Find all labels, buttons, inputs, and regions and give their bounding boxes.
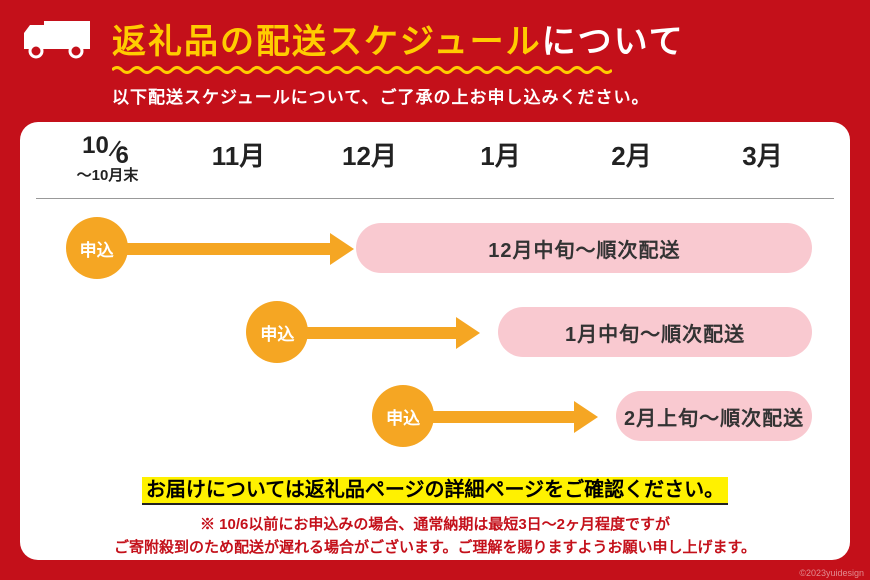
header: 返礼品の配送スケジュールについて (20, 14, 850, 63)
wavy-underline (112, 65, 850, 75)
delivery-pill: 2月上旬〜順次配送 (616, 391, 813, 441)
arrow-icon (113, 241, 365, 257)
arrow-icon (419, 409, 608, 425)
month-col-5: 2月 (566, 136, 697, 173)
month-col-6: 3月 (697, 136, 828, 173)
title: 返礼品の配送スケジュールについて (112, 14, 685, 63)
date-fraction: 10/6 (88, 136, 127, 164)
month-col-4: 1月 (435, 136, 566, 173)
title-highlight: 返礼品の配送スケジュール (112, 23, 542, 61)
schedule-panel: 10/6 〜10月末 11月 12月 1月 2月 3月 申込 12月中旬〜順次配… (20, 122, 850, 560)
month-col-1: 10/6 〜10月末 (42, 136, 173, 185)
divider (36, 198, 834, 199)
month-header: 10/6 〜10月末 11月 12月 1月 2月 3月 (42, 136, 828, 192)
sub-month: 〜10月末 (77, 164, 139, 185)
title-suffix: について (542, 23, 685, 61)
footnote-line2: ご寄附殺到のため配送が遅れる場合がございます。ご理解を賜りますようお願い申し上げ… (114, 539, 756, 556)
footnote-secondary: ※ 10/6以前にお申込みの場合、通常納期は最短3日〜2ヶ月程度ですが ご寄附殺… (42, 514, 828, 559)
delivery-pill: 12月中旬〜順次配送 (356, 223, 812, 273)
timeline-row: 申込 2月上旬〜順次配送 (42, 389, 828, 445)
timeline-row: 申込 12月中旬〜順次配送 (42, 221, 828, 277)
delivery-pill: 1月中旬〜順次配送 (498, 307, 812, 357)
footnote-line1: ※ 10/6以前にお申込みの場合、通常納期は最短3日〜2ヶ月程度ですが (200, 516, 670, 533)
truck-icon (20, 15, 98, 63)
footnote-primary: お届けについては返礼品ページの詳細ページをご確認ください。 (42, 473, 828, 502)
arrow-icon (294, 325, 491, 341)
timeline-row: 申込 1月中旬〜順次配送 (42, 305, 828, 361)
subtitle: 以下配送スケジュールについて、ご了承の上お申し込みください。 (112, 83, 850, 108)
month-col-3: 12月 (304, 136, 435, 173)
timeline: 申込 12月中旬〜順次配送 申込 1月中旬〜順次配送 申込 2月上旬〜順次配送 (42, 213, 828, 463)
copyright: ©2023yuidesign (799, 568, 864, 578)
footnote-highlight: お届けについては返礼品ページの詳細ページをご確認ください。 (142, 477, 728, 505)
infographic: 返礼品の配送スケジュールについて 以下配送スケジュールについて、ご了承の上お申し… (0, 0, 870, 580)
month-col-2: 11月 (173, 136, 304, 173)
